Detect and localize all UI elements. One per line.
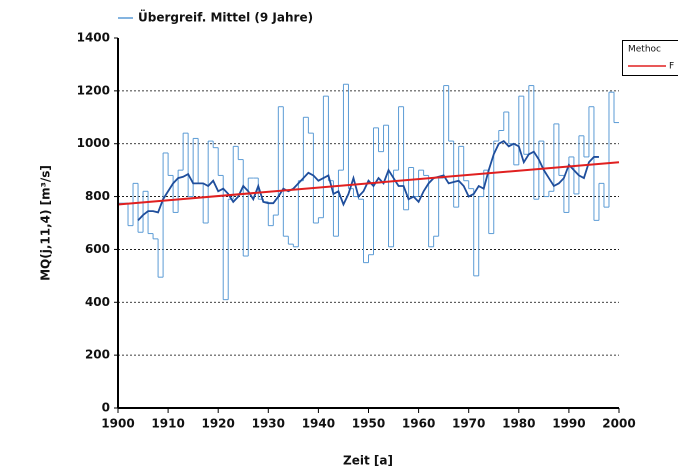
x-tick-label: 1920 <box>201 417 234 431</box>
y-axis-title: MQ(j,11,4) [m³/s] <box>39 165 53 281</box>
x-tick-label: 1990 <box>552 417 585 431</box>
x-tick-label: 1980 <box>502 417 535 431</box>
x-tick-label: 1950 <box>352 417 385 431</box>
y-tick-label: 1400 <box>77 31 110 45</box>
x-tick-label: 2000 <box>602 417 635 431</box>
x-tick-label: 1910 <box>151 417 184 431</box>
y-tick-label: 0 <box>102 401 110 415</box>
y-tick-label: 1200 <box>77 83 110 97</box>
legend-box <box>622 40 678 76</box>
trend-line <box>117 161 620 206</box>
x-tick-label: 1970 <box>452 417 485 431</box>
legend-label: F <box>669 62 674 72</box>
y-tick-label: 400 <box>85 295 110 309</box>
moving-average-line <box>137 139 599 221</box>
y-tick-label: 600 <box>85 242 110 256</box>
y-tick-label: 200 <box>85 348 110 362</box>
legend-label: Übergreif. Mittel (9 Jahre) <box>138 10 313 25</box>
x-tick-label: 1930 <box>252 417 285 431</box>
y-tick-label: 1000 <box>77 136 110 150</box>
x-tick-label: 1960 <box>402 417 435 431</box>
y-tick-label: 800 <box>85 189 110 203</box>
x-tick-label: 1940 <box>302 417 335 431</box>
x-tick-label: 1900 <box>101 417 134 431</box>
x-axis-title: Zeit [a] <box>343 454 393 468</box>
legend-title: Methoc <box>628 45 661 55</box>
